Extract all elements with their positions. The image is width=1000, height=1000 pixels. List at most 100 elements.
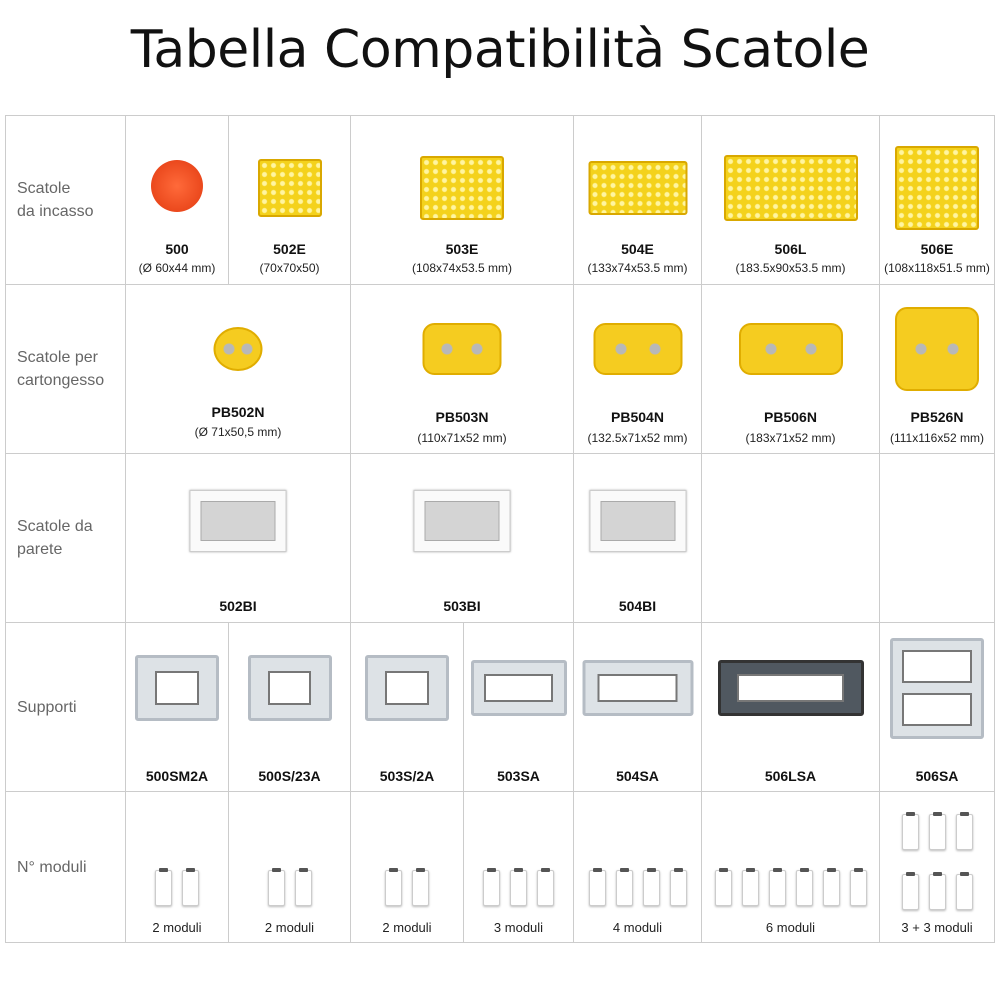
support-frame-image (365, 655, 449, 721)
modules-cell: 2 moduli (229, 792, 351, 943)
wall-box-image (189, 490, 287, 552)
module-icon (588, 868, 606, 906)
row-label: N° moduli (6, 792, 126, 943)
support-frame-double-image (890, 637, 984, 739)
module-icon (294, 868, 312, 906)
yellow-box-image (420, 156, 504, 220)
product-cell: 500 (Ø 60x44 mm) (126, 116, 229, 285)
compatibility-table: Scatole da incasso 500 (Ø 60x44 mm) 502E (70… (5, 115, 995, 943)
module-icon (412, 868, 429, 906)
product-cell: PB503N (110x71x52 mm) (351, 285, 574, 454)
empty-cell (880, 454, 995, 623)
product-cell: 506L (183.5x90x53.5 mm) (702, 116, 880, 285)
product-code: 502E (273, 241, 306, 257)
yellow-box-image (588, 161, 687, 215)
product-code: PB526N (910, 409, 964, 425)
product-cell: 503BI (351, 454, 574, 623)
module-icon (182, 868, 199, 906)
module-icon (928, 812, 946, 850)
drywall-box-image (593, 323, 682, 375)
module-icon (741, 868, 759, 906)
module-icon (537, 868, 554, 906)
module-icon (483, 868, 500, 906)
product-code: 503BI (443, 598, 481, 614)
product-cell: 506E (108x118x51.5 mm) (880, 116, 995, 285)
module-icon (615, 868, 633, 906)
modules-label: 2 moduli (264, 920, 315, 935)
product-code: 506LSA (764, 768, 817, 784)
product-code: 504E (621, 241, 654, 257)
modules-label: 6 moduli (765, 920, 816, 935)
module-icon (267, 868, 285, 906)
row-label: Supporti (6, 623, 126, 792)
modules-cell: 3 moduli (464, 792, 574, 943)
product-code: 504BI (618, 598, 657, 614)
product-cell: 503E (108x74x53.5 mm) (351, 116, 574, 285)
product-cell: 504E (133x74x53.5 mm) (574, 116, 702, 285)
modules-cell: 6 moduli (702, 792, 880, 943)
product-dimensions: (108x118x51.5 mm) (884, 261, 990, 275)
module-icon (669, 868, 687, 906)
module-icon (155, 868, 172, 906)
product-cell: PB506N (183x71x52 mm) (702, 285, 880, 454)
module-icon (714, 868, 732, 906)
module-icon (642, 868, 660, 906)
product-code: 504SA (616, 768, 659, 784)
yellow-box-image (895, 146, 979, 230)
module-icon (901, 812, 919, 850)
product-code: 503SA (497, 768, 540, 784)
product-code: PB504N (611, 409, 664, 425)
yellow-box-image (257, 159, 322, 217)
product-code: 506SA (915, 768, 959, 784)
product-cell: 506LSA (702, 623, 880, 792)
product-cell: 503S/2A (351, 623, 464, 792)
module-icon (795, 868, 813, 906)
product-code: 500 (165, 241, 189, 257)
product-code: 503E (445, 241, 479, 257)
wall-box-image (589, 490, 686, 552)
product-code: 503S/2A (379, 768, 435, 784)
module-icon (901, 872, 919, 910)
drywall-box-image (738, 323, 843, 375)
wall-box-image (413, 490, 511, 552)
product-dimensions: (132.5x71x52 mm) (587, 431, 688, 445)
product-code: 506E (920, 241, 954, 257)
drywall-box-image (213, 327, 263, 371)
modules-label: 2 moduli (382, 920, 432, 935)
yellow-box-image (723, 155, 858, 221)
support-frame-image (470, 660, 567, 716)
product-code: 500S/23A (258, 768, 321, 784)
product-dimensions: (111x116x52 mm) (889, 431, 985, 445)
row-label: Scatole da incasso (6, 116, 126, 285)
product-cell: 502BI (126, 454, 351, 623)
module-icon (768, 868, 786, 906)
product-dimensions: (183.5x90x53.5 mm) (735, 261, 846, 275)
product-cell: 503SA (464, 623, 574, 792)
support-frame-image (582, 660, 693, 716)
modules-label: 3 + 3 moduli (901, 920, 973, 935)
module-icon (928, 872, 946, 910)
support-frame-dark-image (717, 660, 864, 716)
product-cell: 504BI (574, 454, 702, 623)
modules-label: 3 moduli (493, 920, 544, 935)
round-red-box-image (151, 160, 203, 212)
product-dimensions: (Ø 60x44 mm) (138, 261, 216, 275)
product-cell: 500SM2A (126, 623, 229, 792)
product-cell: PB504N (132.5x71x52 mm) (574, 285, 702, 454)
module-icon (955, 812, 973, 850)
module-icon (510, 868, 527, 906)
drywall-box-image (422, 323, 502, 375)
module-icon (849, 868, 867, 906)
product-code: 506L (774, 241, 807, 257)
modules-cell: 2 moduli (351, 792, 464, 943)
row-label: Scatole per cartongesso (6, 285, 126, 454)
product-dimensions: (133x74x53.5 mm) (587, 261, 688, 275)
module-icon (385, 868, 402, 906)
support-frame-image (247, 655, 332, 721)
empty-cell (702, 454, 880, 623)
modules-cell: 2 moduli (126, 792, 229, 943)
product-dimensions: (Ø 71x50,5 mm) (194, 425, 282, 439)
product-dimensions: (110x71x52 mm) (417, 431, 507, 445)
product-code: 502BI (219, 598, 257, 614)
module-icon (822, 868, 840, 906)
